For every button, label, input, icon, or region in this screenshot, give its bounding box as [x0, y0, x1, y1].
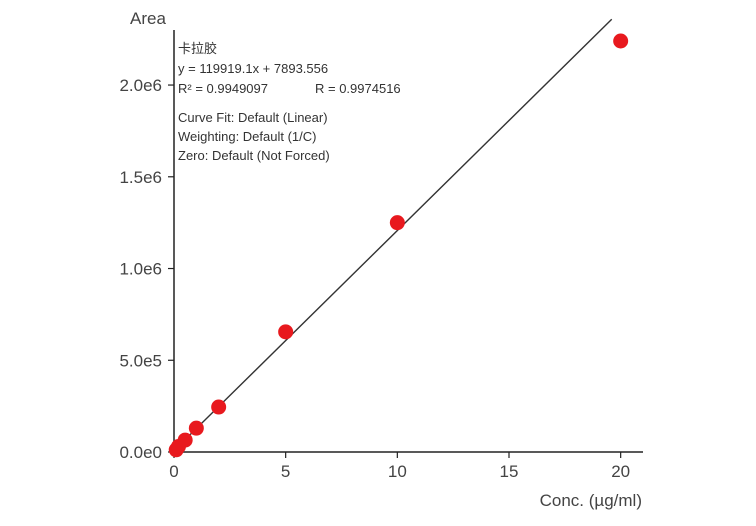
y-tick-label: 2.0e6	[119, 76, 162, 95]
data-point	[177, 432, 193, 448]
y-ticks: 0.0e0 5.0e5 1.0e6 1.5e6 2.0e6	[119, 76, 174, 462]
data-points	[168, 33, 629, 458]
x-tick-label: 0	[169, 462, 178, 481]
x-tick-label: 5	[281, 462, 290, 481]
y-tick-label: 0.0e0	[119, 443, 162, 462]
data-point	[613, 33, 629, 49]
weighting-info: Weighting: Default (1/C)	[178, 129, 317, 144]
x-tick-label: 20	[611, 462, 630, 481]
x-tick-label: 15	[500, 462, 519, 481]
data-point	[278, 324, 294, 340]
y-tick-label: 5.0e5	[119, 351, 162, 370]
y-axis-label: Area	[130, 9, 166, 28]
r-squared: R² = 0.9949097	[178, 81, 268, 96]
fit-line	[173, 18, 613, 452]
curve-fit-info: Curve Fit: Default (Linear)	[178, 110, 328, 125]
x-tick-label: 10	[388, 462, 407, 481]
fit-annotation: 卡拉胶 y = 119919.1x + 7893.556 R² = 0.9949…	[178, 41, 401, 163]
r-value: R = 0.9974516	[315, 81, 401, 96]
x-axis-label: Conc. (µg/ml)	[540, 491, 642, 510]
x-ticks: 0 5 10 15 20	[169, 452, 630, 481]
data-point	[211, 399, 227, 415]
data-point	[389, 215, 405, 231]
zero-info: Zero: Default (Not Forced)	[178, 148, 330, 163]
axes	[173, 30, 643, 453]
y-tick-label: 1.5e6	[119, 168, 162, 187]
data-point	[188, 420, 204, 436]
compound-name: 卡拉胶	[178, 41, 217, 56]
fit-equation: y = 119919.1x + 7893.556	[178, 61, 328, 76]
y-tick-label: 1.0e6	[119, 260, 162, 279]
